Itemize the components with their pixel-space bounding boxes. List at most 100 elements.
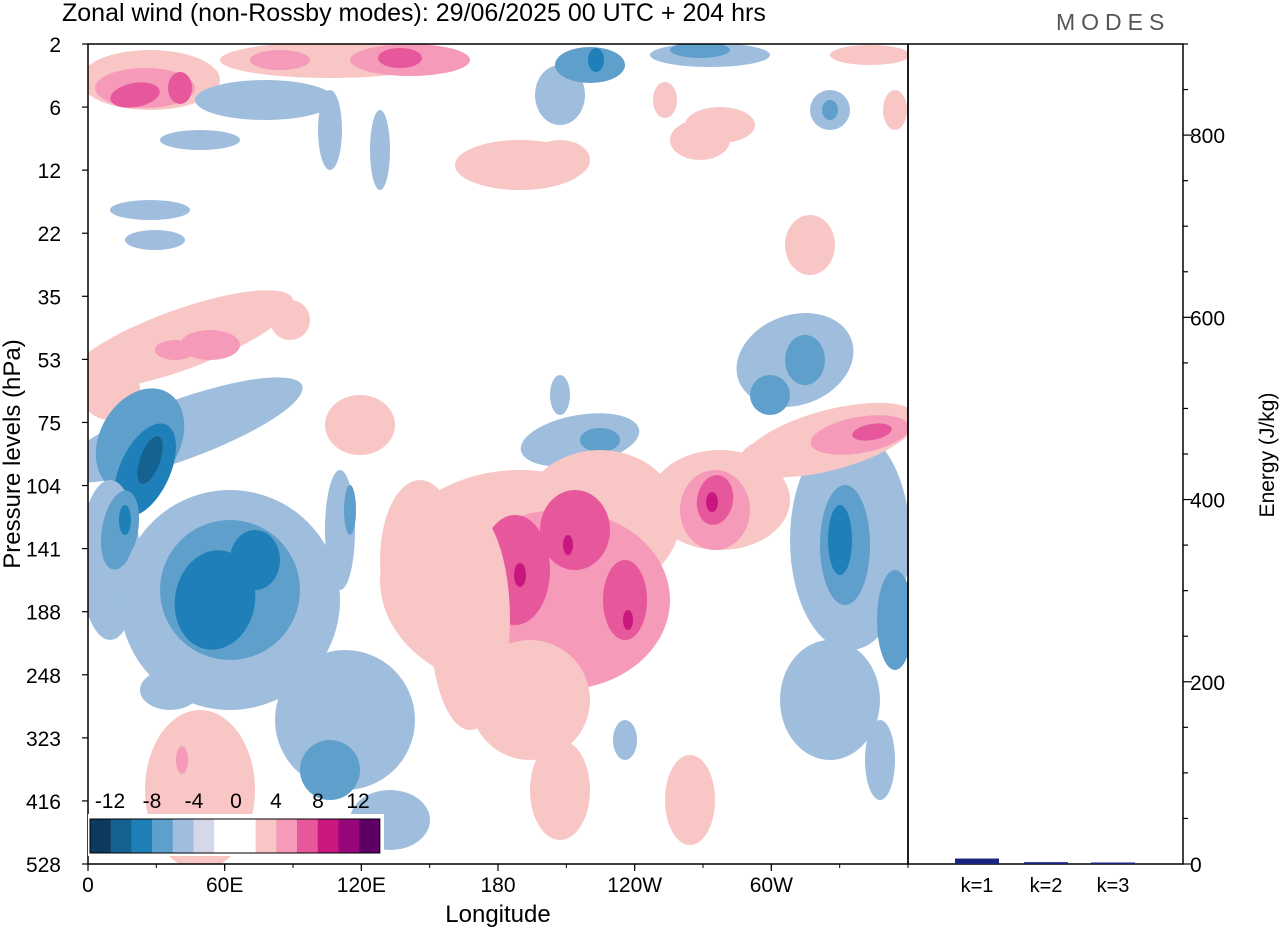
colorbar-swatch: [359, 819, 381, 853]
heatmap-blob: [830, 45, 908, 65]
colorbar-swatch: [338, 819, 360, 853]
heatmap-blob: [530, 740, 590, 840]
heatmap-blob: [380, 480, 460, 640]
heatmap-blob: [785, 215, 835, 275]
heatmap-blob: [780, 640, 880, 760]
heatmap-blob: [865, 720, 895, 800]
heatmap-blob: [706, 492, 718, 512]
heatmap-blob: [785, 335, 825, 385]
energy-tick-label: 0: [1190, 854, 1202, 877]
heatmap-blob: [665, 755, 715, 845]
colorbar-swatch: [131, 819, 153, 853]
colorbar: -12 -8 -4 0 4 8 12: [88, 790, 384, 856]
energy-bar: [1024, 862, 1068, 864]
energy-tick-label: 800: [1190, 125, 1225, 148]
heatmap-blob: [230, 530, 280, 590]
heatmap-blob: [822, 100, 838, 120]
energy-frame: [907, 43, 1184, 865]
chart-title: Zonal wind (non-Rossby modes): 29/06/202…: [62, 0, 766, 27]
heatmap-blob: [670, 44, 730, 58]
colorbar-label: -8: [143, 790, 162, 813]
heatmap-blob: [318, 90, 342, 170]
colorbar-swatch: [110, 819, 132, 853]
colorbar-label: 4: [270, 790, 282, 813]
heatmap-blob: [125, 230, 185, 250]
heatmap-field: [88, 44, 908, 864]
brand-logo: MODES: [1056, 9, 1171, 35]
colorbar-frame: [89, 818, 381, 854]
y-tick-label: 22: [38, 223, 61, 246]
heatmap-blob: [110, 82, 160, 108]
x-tick-label: 0: [82, 874, 94, 897]
y-tick-label: 248: [26, 665, 61, 688]
heatmap-blob: [195, 80, 335, 120]
heatmap-blob: [470, 640, 590, 760]
colorbar-swatch: [90, 819, 111, 853]
heatmap-blob: [137, 436, 163, 484]
colorbar-swatch: [317, 819, 339, 853]
colorbar-swatch: [214, 819, 236, 853]
heatmap-blob: [110, 200, 190, 220]
energy-category-label: k=2: [1030, 875, 1063, 897]
heatmap-blob: [623, 610, 633, 630]
heatmap-blob: [140, 670, 200, 710]
heatmap-blob: [613, 720, 637, 760]
colorbar-swatch: [297, 819, 318, 853]
y-axis-label: Pressure levels (hPa): [0, 339, 26, 568]
energy-axis-label: Energy (J/kg): [1256, 393, 1279, 518]
energy-tick-label: 600: [1190, 307, 1225, 330]
heatmap-blob: [370, 110, 390, 190]
heatmap-blob: [119, 505, 131, 535]
axis-labels: Longitude Pressure levels (hPa) Energy (J/…: [0, 339, 1279, 928]
heatmap-blob: [344, 485, 356, 535]
heatmap-blob: [378, 48, 422, 68]
energy-category-label: k=3: [1097, 875, 1130, 897]
heatmap-blob: [563, 535, 573, 555]
energy-bars: k=1 k=2 k=3: [955, 858, 1135, 897]
heatmap-blob: [176, 746, 188, 774]
y-tick-label: 12: [38, 160, 61, 183]
heatmap-blob: [250, 50, 310, 70]
colorbar-label: -12: [95, 790, 125, 813]
x-tick-label: 180: [480, 874, 515, 897]
colorbar-swatch: [152, 819, 174, 853]
heatmap-blob: [550, 375, 570, 415]
y-tick-label: 75: [38, 412, 61, 435]
energy-tick-label: 400: [1190, 490, 1225, 513]
y-tick-label: 141: [26, 539, 61, 562]
heatmap-blob: [603, 560, 647, 640]
x-tick-label: 120W: [607, 874, 662, 897]
heatmap-blob: [883, 90, 907, 130]
colorbar-label: 8: [312, 790, 324, 813]
y-tick-label: 104: [26, 476, 61, 499]
colorbar-swatch: [193, 819, 215, 853]
colorbar-swatch: [255, 819, 277, 853]
colorbar-label: 12: [346, 790, 369, 813]
heatmap-blob: [270, 300, 310, 340]
heatmap-blob: [155, 340, 195, 360]
y-tick-label: 53: [38, 349, 61, 372]
y-tick-label: 35: [38, 286, 61, 309]
heatmap-blob: [588, 48, 604, 72]
heatmap-blob: [514, 563, 526, 587]
heatmap-blob: [670, 120, 730, 160]
heatmap-blob: [750, 375, 790, 415]
x-tick-label: 60E: [206, 874, 243, 897]
energy-bar: [1091, 862, 1135, 864]
colorbar-label: -4: [185, 790, 204, 813]
colorbar-swatch: [172, 819, 194, 853]
heatmap-blob: [160, 130, 240, 150]
colorbar-swatch: [234, 819, 256, 853]
energy-category-label: k=1: [961, 875, 994, 897]
x-tick-label: 120E: [337, 874, 386, 897]
heatmap-blob: [828, 505, 852, 575]
heatmap-blob: [740, 440, 800, 480]
heatmap-blob: [325, 395, 395, 455]
heatmap-blob: [300, 740, 360, 800]
heatmap-blob: [180, 330, 240, 360]
heatmap-blob: [540, 490, 610, 570]
heatmap-blob: [530, 140, 590, 180]
x-tick-label: 60W: [750, 874, 793, 897]
energy-tick-label: 200: [1190, 672, 1225, 695]
